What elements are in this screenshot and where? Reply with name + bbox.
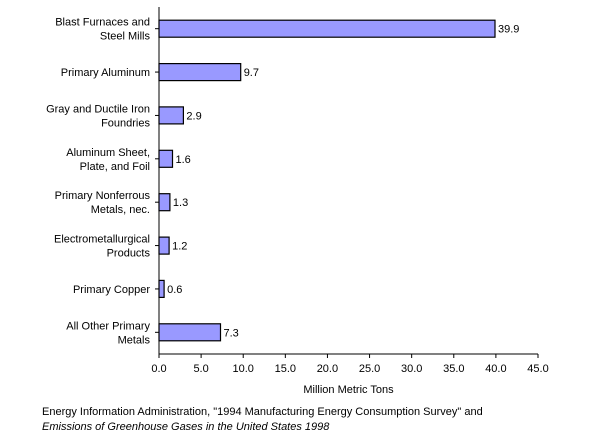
- value-label-6: 0.6: [167, 284, 182, 296]
- x-tick-label-3: 15.0: [275, 363, 296, 375]
- category-label-3: Aluminum Sheet, Plate, and Foil: [66, 147, 150, 173]
- bar-2: [158, 106, 184, 125]
- x-axis-title: Million Metric Tons: [303, 384, 394, 396]
- x-tick-label-6: 30.0: [401, 363, 422, 375]
- bar-4: [158, 193, 171, 212]
- category-label-4: Primary Nonferrous Metals, nec.: [55, 190, 151, 216]
- source-note: Energy Information Administration, "1994…: [42, 405, 592, 435]
- source-line-1: Energy Information Administration, "1994…: [42, 406, 483, 418]
- category-label-1: Primary Aluminum: [61, 67, 150, 79]
- bar-1: [158, 62, 242, 82]
- x-tick-label-2: 10.0: [232, 363, 253, 375]
- value-label-0: 39.9: [498, 24, 519, 36]
- bar-0: [158, 19, 496, 38]
- x-tick-label-4: 20.0: [317, 363, 338, 375]
- x-tick-label-1: 5.0: [193, 363, 208, 375]
- value-label-5: 1.2: [172, 241, 187, 253]
- value-label-1: 9.7: [244, 67, 259, 79]
- bar-chart: 39.9 9.7 2.9 1.6 1.3 1.2 0.6 7.3 Blast Furnaces…: [46, 7, 549, 396]
- category-label-6: Primary Copper: [73, 284, 150, 296]
- x-tick-label-9: 45.0: [527, 363, 548, 375]
- x-tick-label-0: 0.0: [151, 363, 166, 375]
- category-label-2: Gray and Ductile Iron Foundries: [46, 103, 150, 129]
- bars-group: 39.9 9.7 2.9 1.6 1.3 1.2 0.6 7.3: [158, 19, 519, 342]
- bar-5: [158, 236, 170, 255]
- value-label-3: 1.6: [176, 154, 191, 166]
- category-label-0: Blast Furnaces and Steel Mills: [55, 17, 150, 43]
- axes-group: Blast Furnaces and Steel Mills Primary Alu…: [46, 7, 549, 375]
- x-tick-label-7: 35.0: [443, 363, 464, 375]
- category-label-7: All Other Primary Metals: [66, 320, 150, 346]
- value-label-2: 2.9: [186, 110, 201, 122]
- x-tick-label-8: 40.0: [485, 363, 506, 375]
- value-label-4: 1.3: [173, 197, 188, 209]
- bar-6: [158, 279, 165, 298]
- bar-7: [158, 323, 222, 342]
- value-label-7: 7.3: [224, 327, 239, 339]
- category-label-5: Electrometallurgical Products: [54, 234, 150, 260]
- source-line-2: Emissions of Greenhouse Gases in the Uni…: [42, 421, 330, 433]
- bar-3: [158, 149, 174, 168]
- x-tick-label-5: 25.0: [359, 363, 380, 375]
